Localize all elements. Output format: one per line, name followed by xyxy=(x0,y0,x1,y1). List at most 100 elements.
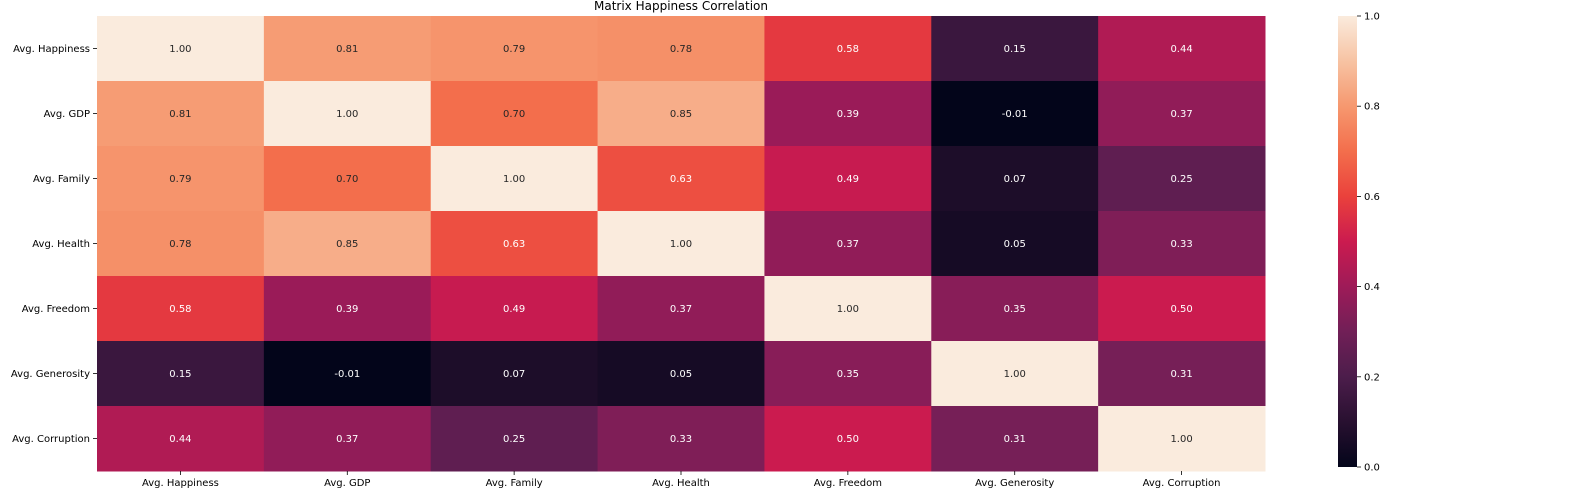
cell-value-label: 0.07 xyxy=(1004,174,1026,185)
heatmap-cell xyxy=(430,146,599,212)
cell-value-label: 0.85 xyxy=(336,239,358,250)
cell-value-label: 0.33 xyxy=(670,434,692,445)
y-tick-label: Avg. GDP xyxy=(44,109,90,120)
heatmap-cell xyxy=(97,16,265,82)
heatmap-cell xyxy=(263,81,432,147)
cell-value-label: 0.58 xyxy=(169,304,191,315)
cell-value-label: 0.37 xyxy=(670,304,692,315)
heatmap-cell xyxy=(1098,16,1266,82)
cell-value-label: 0.50 xyxy=(1170,304,1192,315)
heatmap-cell xyxy=(764,406,932,472)
heatmap-cell xyxy=(430,81,599,147)
cell-value-label: 0.81 xyxy=(336,44,358,55)
heatmap-cell xyxy=(597,81,765,147)
heatmap-cell xyxy=(931,341,1099,407)
cell-value-label: 0.15 xyxy=(169,369,191,380)
heatmap-cell xyxy=(430,211,599,277)
cell-value-label: 0.07 xyxy=(503,369,525,380)
heatmap-cell xyxy=(597,341,765,407)
heatmap-cell xyxy=(263,146,432,212)
heatmap-cell xyxy=(764,81,932,147)
heatmap-cell xyxy=(430,341,599,407)
heatmap-cell xyxy=(931,406,1099,472)
cell-value-label: 0.63 xyxy=(670,174,692,185)
cell-value-label: -0.01 xyxy=(334,369,360,380)
heatmap-cell xyxy=(97,146,265,212)
x-tick-label: Avg. Corruption xyxy=(1143,478,1221,489)
y-tick-label: Avg. Generosity xyxy=(11,369,90,380)
heatmap-cell xyxy=(430,16,599,82)
colorbar-tick-label: 0.8 xyxy=(1364,102,1380,113)
cell-value-label: 0.79 xyxy=(169,174,191,185)
heatmap-cell xyxy=(1098,146,1266,212)
colorbar-tick-label: 1.0 xyxy=(1364,12,1380,23)
heatmap-cell xyxy=(931,211,1099,277)
cell-value-label: 0.05 xyxy=(670,369,692,380)
x-tick-label: Avg. GDP xyxy=(324,478,370,489)
heatmap-cell xyxy=(97,211,265,277)
heatmap-cell xyxy=(1098,276,1266,342)
y-tick-label: Avg. Corruption xyxy=(12,434,90,445)
colorbar-tick-label: 0.6 xyxy=(1364,192,1380,203)
cell-value-label: 0.37 xyxy=(336,434,358,445)
heatmap-cell xyxy=(1098,341,1266,407)
colorbar-tick-label: 0.4 xyxy=(1364,282,1380,293)
heatmap-cell xyxy=(97,81,265,147)
cell-value-label: 0.31 xyxy=(1004,434,1026,445)
cell-value-label: 0.85 xyxy=(670,109,692,120)
heatmap-cell xyxy=(1098,81,1266,147)
cell-value-label: 0.35 xyxy=(1004,304,1026,315)
cell-value-label: 0.33 xyxy=(1170,239,1192,250)
cell-value-label: 1.00 xyxy=(837,304,859,315)
heatmap-cell xyxy=(97,341,265,407)
colorbar-gradient xyxy=(1338,16,1357,467)
heatmap-cell xyxy=(430,276,599,342)
cell-value-label: 1.00 xyxy=(169,44,191,55)
cell-value-label: 0.49 xyxy=(503,304,525,315)
heatmap-cell xyxy=(263,211,432,277)
y-tick-label: Avg. Freedom xyxy=(22,304,90,315)
cell-value-label: 0.31 xyxy=(1170,369,1192,380)
cell-value-label: 1.00 xyxy=(1004,369,1026,380)
cell-value-label: 0.50 xyxy=(837,434,859,445)
x-tick-label: Avg. Generosity xyxy=(975,478,1054,489)
heatmap-cell xyxy=(263,406,432,472)
cell-value-label: 0.70 xyxy=(503,109,525,120)
cell-value-label: 0.37 xyxy=(837,239,859,250)
heatmap-cell xyxy=(597,146,765,212)
cell-value-label: 0.44 xyxy=(1170,44,1192,55)
heatmap-cell xyxy=(764,146,932,212)
heatmap-cell xyxy=(931,16,1099,82)
cell-value-label: 0.78 xyxy=(670,44,692,55)
cell-value-label: 0.63 xyxy=(503,239,525,250)
cell-value-label: 0.58 xyxy=(837,44,859,55)
heatmap-cell xyxy=(764,276,932,342)
heatmap-cell xyxy=(1098,406,1266,472)
chart-title: Matrix Happiness Correlation xyxy=(594,0,768,13)
cell-value-label: 0.81 xyxy=(169,109,191,120)
cell-value-label: 0.25 xyxy=(1170,174,1192,185)
heatmap-cell xyxy=(597,211,765,277)
heatmap-cell xyxy=(931,276,1099,342)
x-tick-label: Avg. Happiness xyxy=(142,478,219,489)
cell-value-label: 0.78 xyxy=(169,239,191,250)
cell-value-label: 0.05 xyxy=(1004,239,1026,250)
cell-value-label: 0.25 xyxy=(503,434,525,445)
y-tick-label: Avg. Family xyxy=(33,174,90,185)
heatmap-cell xyxy=(597,16,765,82)
cell-value-label: 0.39 xyxy=(837,109,859,120)
x-tick-label: Avg. Freedom xyxy=(814,478,882,489)
heatmap-cell xyxy=(764,341,932,407)
heatmap-cell xyxy=(97,276,265,342)
y-tick-label: Avg. Health xyxy=(32,239,90,250)
heatmap-cell xyxy=(931,81,1099,147)
heatmap-cell xyxy=(597,276,765,342)
cell-value-label: 1.00 xyxy=(1170,434,1192,445)
cell-value-label: 0.35 xyxy=(837,369,859,380)
cell-value-label: 1.00 xyxy=(336,109,358,120)
x-tick-label: Avg. Family xyxy=(486,478,543,489)
heatmap-cell xyxy=(1098,211,1266,277)
x-axis-labels: Avg. Happiness Avg. GDP Avg. Family Avg. He… xyxy=(142,471,1221,489)
colorbar: 0.0 0.2 0.4 0.6 0.8 1.0 xyxy=(1338,12,1380,474)
